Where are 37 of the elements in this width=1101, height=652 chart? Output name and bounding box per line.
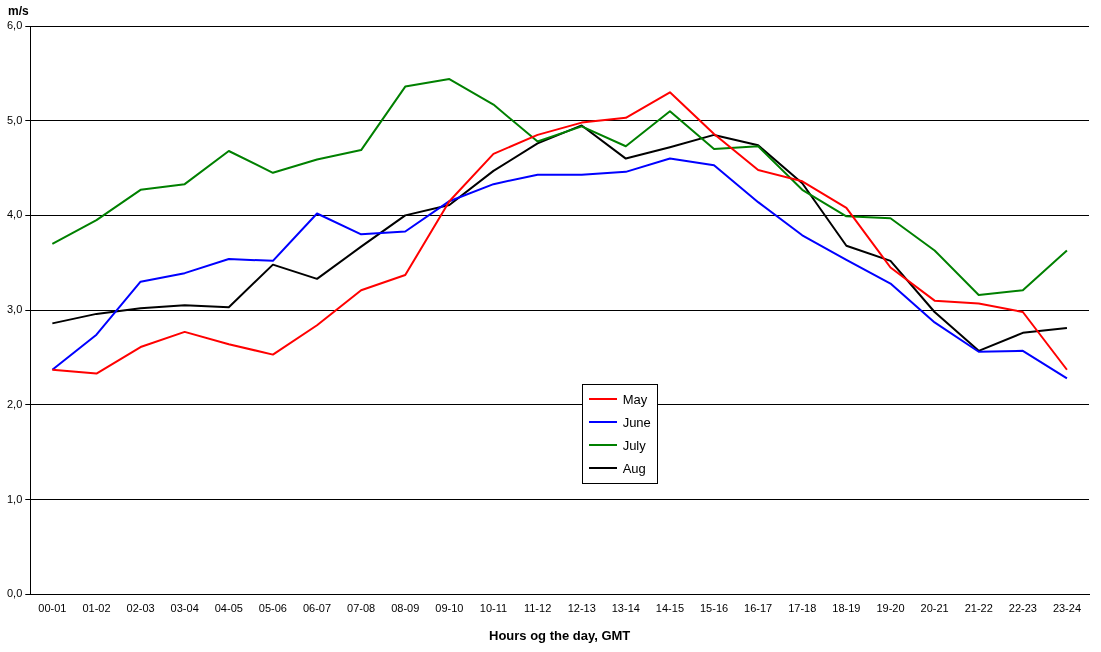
x-tick-label: 20-21: [920, 601, 949, 614]
x-tick-label: 22-23: [1008, 601, 1037, 614]
y-tick-label: 5,0: [6, 113, 23, 126]
legend-label: May: [622, 391, 648, 407]
x-tick-label: 06-07: [302, 601, 332, 614]
y-tick-label: 2,0: [6, 397, 23, 410]
x-axis-title: Hours og the day, GMT: [488, 627, 631, 643]
legend-label: June: [622, 414, 651, 430]
x-tick-label: 15-16: [699, 601, 729, 614]
x-tick-label: 05-06: [258, 601, 287, 614]
x-tick-label: 07-08: [347, 601, 376, 614]
x-tick-label: 03-04: [170, 601, 199, 614]
x-tick-label: 00-01: [38, 601, 67, 614]
y-axis-title: m/s: [8, 4, 29, 18]
y-tick-label: 0,0: [6, 587, 23, 600]
y-tick-label: 6,0: [6, 19, 23, 32]
x-tick-label: 16-17: [744, 601, 773, 614]
x-tick-label: 11-12: [523, 601, 552, 614]
x-tick-label: 09-10: [435, 601, 464, 614]
x-tick-label: 02-03: [126, 601, 155, 614]
x-tick-label: 21-22: [964, 601, 993, 614]
x-tick-label: 19-20: [876, 601, 905, 614]
x-tick-label: 01-02: [82, 601, 111, 614]
legend-label: Aug: [622, 460, 646, 476]
y-tick-label: 1,0: [6, 492, 23, 505]
y-tick-label: 4,0: [6, 208, 23, 221]
x-tick-label: 18-19: [832, 601, 861, 614]
x-tick-label: 08-09: [391, 601, 420, 614]
legend-label: July: [622, 437, 646, 453]
x-tick-label: 13-14: [611, 601, 640, 614]
x-tick-label: 17-18: [788, 601, 817, 614]
x-tick-label: 10-11: [479, 601, 508, 614]
x-tick-label: 23-24: [1052, 601, 1082, 614]
x-tick-label: 12-13: [567, 601, 596, 614]
x-tick-label: 04-05: [214, 601, 243, 614]
y-tick-label: 3,0: [6, 303, 23, 316]
x-tick-label: 14-15: [655, 601, 684, 614]
